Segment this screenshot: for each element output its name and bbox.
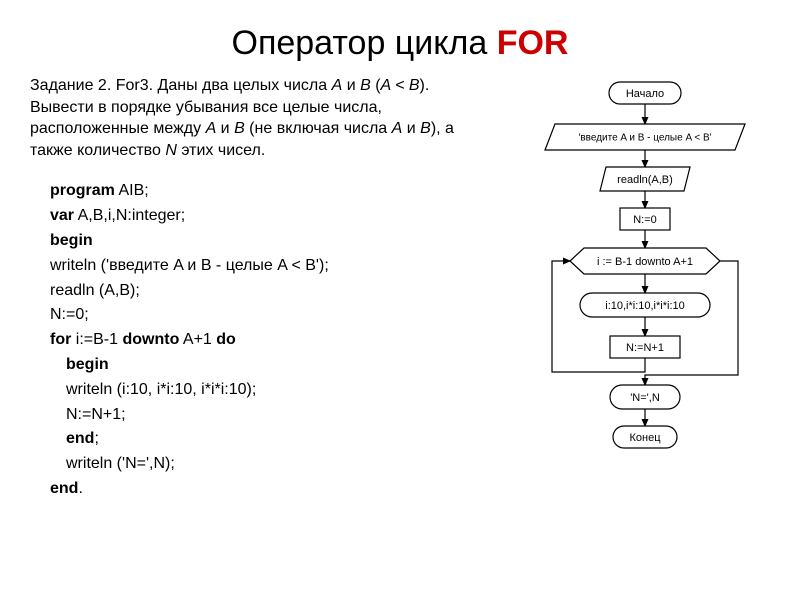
content-row: Задание 2. For3. Даны два целых числа A … xyxy=(0,75,800,502)
svg-text:'введите A и B - целые A < B': 'введите A и B - целые A < B' xyxy=(578,133,711,144)
svg-text:i := B-1 downto A+1: i := B-1 downto A+1 xyxy=(597,256,693,268)
code-l11-rest: ; xyxy=(94,430,98,447)
code-line-2: var A,B,i,N:integer; xyxy=(50,204,500,229)
code-l13-rest: . xyxy=(78,480,82,497)
task-A: A xyxy=(332,77,343,94)
svg-text:Начало: Начало xyxy=(626,88,664,100)
task-B3: B xyxy=(420,120,431,137)
svg-text:'N=',N: 'N=',N xyxy=(630,392,660,404)
svg-text:N:=0: N:=0 xyxy=(633,214,657,226)
code-block: program AIB; var A,B,i,N:integer; begin … xyxy=(20,179,500,501)
svg-text:readln(A,B): readln(A,B) xyxy=(617,174,673,186)
task-paragraph: Задание 2. For3. Даны два целых числа A … xyxy=(20,75,500,179)
code-line-10: N:=N+1; xyxy=(50,403,500,428)
code-line-11: end; xyxy=(50,427,500,452)
task-label: Задание 2. For3. Даны два целых числа xyxy=(30,77,332,94)
task-tail3: этих чисел. xyxy=(177,142,265,159)
kw-var: var xyxy=(50,207,74,224)
task-B2: B xyxy=(234,120,245,137)
svg-text:i:10,i*i:10,i*i*i:10: i:10,i*i:10,i*i*i:10 xyxy=(605,300,685,312)
flowchart: Начало 'введите A и B - целые A < B' readl… xyxy=(510,75,780,502)
code-l7-mid2: A+1 xyxy=(179,331,216,348)
code-l10: N:=N+1; xyxy=(50,403,126,428)
code-line-7: for i:=B-1 downto A+1 do xyxy=(50,328,500,353)
flowchart-svg: Начало 'введите A и B - целые A < B' readl… xyxy=(510,75,780,475)
task-and3: и xyxy=(402,120,420,137)
task-B: B xyxy=(360,77,371,94)
kw-begin-inner: begin xyxy=(50,353,109,378)
task-paren-open: ( xyxy=(371,77,381,94)
task-N: N xyxy=(165,142,177,159)
code-line-9: writeln (i:10, i*i:10, i*i*i:10); xyxy=(50,378,500,403)
task-and2: и xyxy=(216,120,234,137)
task-cond: A < B xyxy=(381,77,420,94)
code-l1-rest: AIB; xyxy=(115,182,149,199)
code-line-4: writeln ('введите A и B - целые A < B'); xyxy=(50,254,500,279)
slide-title: Оператор цикла FOR xyxy=(0,0,800,75)
task-A2: A xyxy=(206,120,217,137)
kw-downto: downto xyxy=(122,331,179,348)
title-for: FOR xyxy=(497,24,569,62)
code-l9: writeln (i:10, i*i:10, i*i*i:10); xyxy=(50,378,256,403)
task-and: и xyxy=(342,77,360,94)
code-line-5: readln (A,B); xyxy=(50,279,500,304)
title-prefix: Оператор цикла xyxy=(232,24,497,62)
code-line-8: begin xyxy=(50,353,500,378)
task-tail: (не включая числа xyxy=(245,120,392,137)
kw-begin: begin xyxy=(50,232,93,249)
code-l12: writeln ('N=',N); xyxy=(50,452,175,477)
code-l2-rest: A,B,i,N:integer; xyxy=(74,207,185,224)
svg-text:Конец: Конец xyxy=(629,432,661,444)
code-l11-wrap: end; xyxy=(50,427,99,452)
code-line-3: begin xyxy=(50,229,500,254)
kw-for: for xyxy=(50,331,71,348)
kw-end-inner: end xyxy=(66,430,94,447)
svg-text:N:=N+1: N:=N+1 xyxy=(626,342,664,354)
code-line-13: end. xyxy=(50,477,500,502)
code-l7-mid: i:=B-1 xyxy=(71,331,122,348)
kw-do: do xyxy=(216,331,236,348)
code-line-12: writeln ('N=',N); xyxy=(50,452,500,477)
task-A3: A xyxy=(392,120,403,137)
kw-program: program xyxy=(50,182,115,199)
kw-end-outer: end xyxy=(50,480,78,497)
code-line-1: program AIB; xyxy=(50,179,500,204)
left-column: Задание 2. For3. Даны два целых числа A … xyxy=(20,75,510,502)
code-line-6: N:=0; xyxy=(50,303,500,328)
